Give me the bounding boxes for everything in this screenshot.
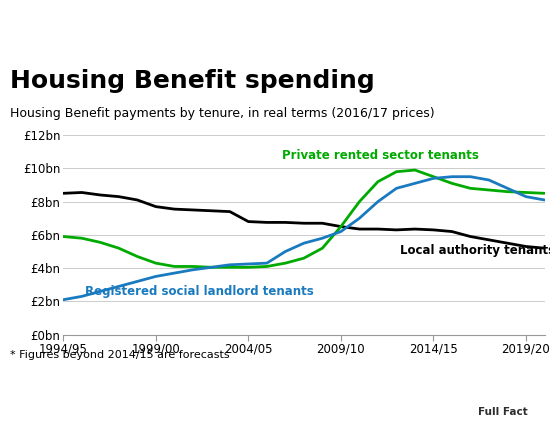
- Text: Registered social landlord tenants: Registered social landlord tenants: [85, 285, 314, 298]
- Text: Full Fact: Full Fact: [478, 407, 528, 417]
- Polygon shape: [440, 373, 550, 429]
- Text: Private rented sector tenants: Private rented sector tenants: [282, 149, 478, 162]
- Text: Housing Benefit payments by tenure, in real terms (2016/17 prices): Housing Benefit payments by tenure, in r…: [10, 107, 434, 120]
- Text: Housing Benefit spending: Housing Benefit spending: [10, 69, 375, 93]
- Text: Department for Work and Pensions, Budget 2016, Expenditure and
Caseload forecast: Department for Work and Pensions, Budget…: [51, 383, 428, 405]
- Text: * Figures beyond 2014/15 are forecasts: * Figures beyond 2014/15 are forecasts: [10, 350, 229, 360]
- Text: Source:: Source:: [10, 383, 58, 393]
- Text: Local authority tenants: Local authority tenants: [400, 244, 550, 257]
